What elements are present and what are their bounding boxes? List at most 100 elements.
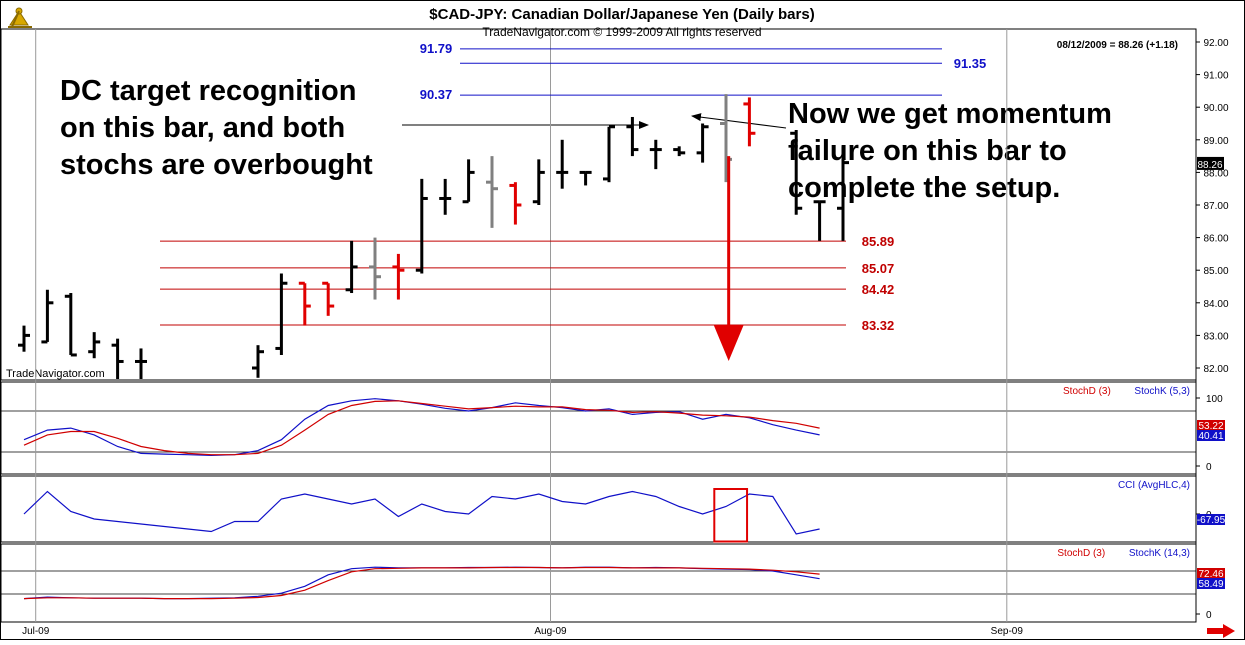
y-tick-label: 89.00 [1203, 136, 1228, 147]
ohlc-bar [64, 293, 77, 357]
ohlc-bar [837, 146, 849, 241]
indicator-value-tag [1197, 578, 1225, 589]
pointer-arrow-right [691, 113, 787, 129]
ohlc-bar [813, 200, 826, 241]
indicator-value-tag [1197, 568, 1225, 579]
y-tick-label: 88.00 [1203, 168, 1228, 179]
target-level-label: 91.79 [420, 41, 453, 56]
y-tick-label: 82.00 [1203, 364, 1228, 375]
indicator-value-tag [1197, 514, 1225, 525]
ohlc-bar [486, 156, 498, 228]
x-tick-label: Aug-09 [534, 626, 567, 637]
ohlc-bar [111, 338, 124, 379]
support-level-label: 85.89 [862, 234, 895, 249]
ohlc-bar [439, 178, 452, 215]
right-note-line-2: failure on this bar to [788, 135, 1067, 167]
price-bars [18, 94, 849, 379]
chart-title: $CAD-JPY: Canadian Dollar/Japanese Yen (… [429, 6, 814, 23]
stoch-14-3-panel [0, 543, 1197, 623]
indicator-legend-label: StochK (5,3) [1134, 386, 1190, 397]
sextant-icon [8, 7, 32, 28]
ohlc-bar [556, 139, 569, 189]
y-tick-label: 84.00 [1203, 299, 1228, 310]
last-price-tag [1197, 156, 1224, 170]
target-level-label: 91.35 [954, 56, 987, 71]
indicator-value-label: 58.49 [1198, 579, 1223, 590]
indicator-value-label: -67.95 [1197, 515, 1226, 526]
target-level-label: 90.37 [420, 87, 453, 102]
right-note-line-1: Now we get momentum [788, 98, 1112, 130]
ohlc-bar [462, 159, 475, 204]
y-tick-label: 91.00 [1203, 71, 1228, 82]
ohlc-bar [790, 130, 803, 215]
y-tick-label: 87.00 [1203, 201, 1228, 212]
support-level-label: 84.42 [862, 282, 895, 297]
y-tick-label: 83.00 [1203, 331, 1228, 342]
y-tick-label: 85.00 [1203, 266, 1228, 277]
ohlc-bar [275, 273, 288, 355]
y-tick-label: 92.00 [1203, 38, 1228, 49]
level-lines: 91.79 91.35 90.37 85.89 85.07 84.42 83.32 [160, 41, 986, 333]
ohlc-bar [696, 123, 709, 163]
ohlc-bar [415, 178, 428, 274]
left-note-line-2: on this bar, and both [60, 112, 345, 144]
ohlc-bar [509, 182, 522, 225]
ohlc-bar [392, 253, 405, 300]
ohlc-bar [345, 240, 358, 294]
indicator-value-tag [1197, 420, 1225, 431]
indicator-series-line [23, 566, 820, 600]
price-panel [0, 28, 1197, 381]
right-note-line-3: complete the setup. [788, 172, 1060, 204]
indicator-tick-label: 0 [1206, 610, 1212, 621]
last-value-readout: 08/12/2009 = 88.26 (+1.18) [1057, 40, 1178, 51]
grid-layer [1, 29, 1196, 622]
left-note-line-1: DC target recognition [60, 75, 356, 107]
right-annotation: Now we get momentum failure on this bar … [788, 98, 1112, 204]
y-axis: 82.00 83.00 84.00 85.00 86.00 87.00 88.00 89.00… [1196, 38, 1229, 621]
ohlc-bar [579, 170, 592, 186]
indicator-value-label: 40.41 [1198, 431, 1223, 442]
support-level-label: 83.32 [862, 318, 895, 333]
scroll-right-arrow-icon[interactable] [1207, 624, 1235, 638]
indicator-legend-label: StochK (14,3) [1129, 548, 1190, 559]
indicator-value-label: 53.22 [1198, 421, 1223, 432]
ohlc-bar [649, 139, 662, 170]
failure-highlight-box [713, 488, 749, 543]
watermark: TradeNavigator.com [6, 368, 105, 380]
x-axis: Jul-09 Aug-09 Sep-09 [22, 626, 1023, 637]
last-price-label: 88.26 [1197, 160, 1222, 171]
ohlc-bar [88, 332, 101, 359]
ohlc-bar [41, 289, 54, 344]
y-tick-label: 90.00 [1203, 103, 1228, 114]
y-tick-label: 86.00 [1203, 234, 1228, 245]
indicator-legend-label: CCI (AvgHLC,4) [1118, 480, 1190, 491]
ohlc-bar [369, 237, 381, 300]
ohlc-bar [743, 97, 756, 147]
indicator-tick-label: 0 [1206, 462, 1212, 473]
indicator-value-label: 72.46 [1198, 569, 1223, 580]
x-tick-label: Sep-09 [991, 626, 1024, 637]
support-level-label: 85.07 [862, 261, 895, 276]
ohlc-bar [673, 146, 686, 157]
indicator-legend-label: StochD (3) [1057, 548, 1105, 559]
x-tick-label: Jul-09 [22, 626, 50, 637]
ohlc-bar [532, 159, 545, 205]
left-note-line-3: stochs are overbought [60, 149, 373, 181]
indicator-value-tag [1197, 430, 1225, 441]
ohlc-bar [18, 325, 30, 352]
stoch-5-3-panel [0, 381, 1197, 475]
ohlc-bar [626, 116, 639, 157]
indicator-tick-label: 100 [1206, 394, 1223, 405]
cci-panel [0, 475, 1197, 543]
ohlc-bar [603, 125, 615, 183]
ohlc-bar [252, 345, 264, 378]
left-annotation: DC target recognition on this bar, and b… [60, 75, 373, 181]
indicator-series-line [23, 400, 820, 456]
ohlc-bar [135, 348, 147, 379]
indicator-legend-label: StochD (3) [1063, 386, 1111, 397]
ohlc-bar [322, 281, 335, 316]
indicator-series-line [23, 490, 820, 535]
